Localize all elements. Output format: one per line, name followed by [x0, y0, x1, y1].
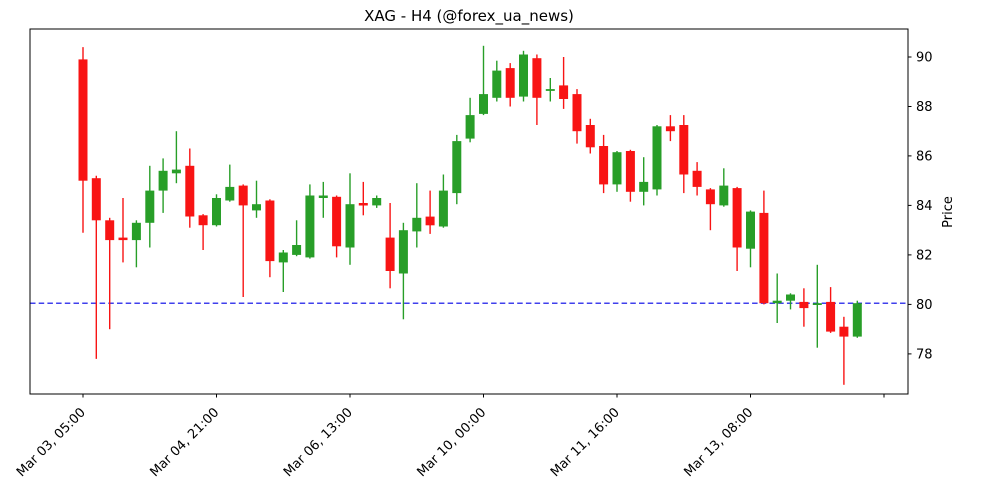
- candle-body: [492, 70, 502, 98]
- candle-body: [559, 85, 569, 99]
- candle-body: [425, 216, 435, 226]
- candle-body: [572, 94, 582, 132]
- candle-body: [532, 58, 542, 98]
- candle-body: [612, 152, 622, 185]
- candle-body: [452, 141, 462, 194]
- candle-body: [412, 217, 422, 232]
- plot-frame: [29, 28, 909, 395]
- candle-body: [372, 198, 382, 206]
- candle-body: [799, 301, 809, 309]
- candle-body: [732, 188, 742, 248]
- candle-body: [145, 190, 155, 223]
- candle-body: [265, 200, 275, 262]
- y-tick-label: 82: [916, 248, 933, 263]
- candle-body: [652, 126, 662, 190]
- candle-body: [826, 301, 836, 332]
- candle-body: [238, 185, 248, 206]
- candle-body: [545, 89, 555, 91]
- candle-body: [171, 169, 181, 174]
- y-tick-label: 78: [916, 347, 933, 362]
- candle-body: [505, 68, 515, 98]
- candle-body: [479, 94, 488, 114]
- candle-body: [759, 212, 769, 304]
- candle-body: [465, 115, 475, 139]
- candle-body: [665, 126, 675, 132]
- candle-body: [252, 204, 261, 211]
- candle-body: [118, 237, 128, 241]
- candle-body: [519, 54, 528, 97]
- candle-body: [786, 294, 795, 301]
- chart-title: XAG - H4 (@forex_ua_news): [364, 7, 574, 26]
- y-axis-label: Price: [941, 196, 956, 228]
- y-axis: 78 80 82 84 86 88 90: [908, 51, 933, 362]
- candle-body: [212, 198, 221, 226]
- candle-body: [185, 165, 195, 217]
- candle-body: [852, 303, 862, 337]
- candle-body: [292, 245, 302, 255]
- candle-body: [91, 178, 101, 221]
- candle-body: [358, 203, 368, 206]
- candle-body: [131, 222, 141, 241]
- candle-body: [839, 326, 849, 337]
- candle-body: [78, 59, 88, 181]
- candle-body: [225, 186, 235, 201]
- candle-body: [746, 211, 755, 249]
- candle-body: [318, 195, 328, 198]
- candle-body: [345, 204, 355, 248]
- candle-body: [692, 170, 702, 187]
- candle-body: [105, 220, 115, 241]
- candle-body: [158, 170, 168, 191]
- candle-body: [812, 303, 822, 305]
- candle-body: [585, 125, 595, 148]
- candle-body: [278, 252, 288, 263]
- y-tick-label: 88: [916, 100, 933, 115]
- candle-body: [705, 189, 715, 205]
- y-tick-label: 84: [916, 199, 933, 214]
- candle-body: [198, 215, 208, 226]
- candle-body: [599, 146, 609, 185]
- candle-body: [398, 230, 408, 274]
- candle-body: [639, 181, 649, 192]
- candle-body: [305, 195, 315, 258]
- candle-body: [625, 151, 635, 192]
- y-tick-label: 80: [916, 298, 933, 313]
- candle-body: [438, 190, 448, 227]
- candle-body: [719, 185, 729, 206]
- candle-body: [332, 196, 342, 247]
- y-tick-label: 86: [916, 149, 933, 164]
- candle-body: [385, 237, 395, 271]
- y-tick-label: 90: [916, 51, 933, 66]
- candle-body: [772, 300, 782, 304]
- candles-group: [78, 45, 862, 385]
- candle-body: [679, 125, 689, 175]
